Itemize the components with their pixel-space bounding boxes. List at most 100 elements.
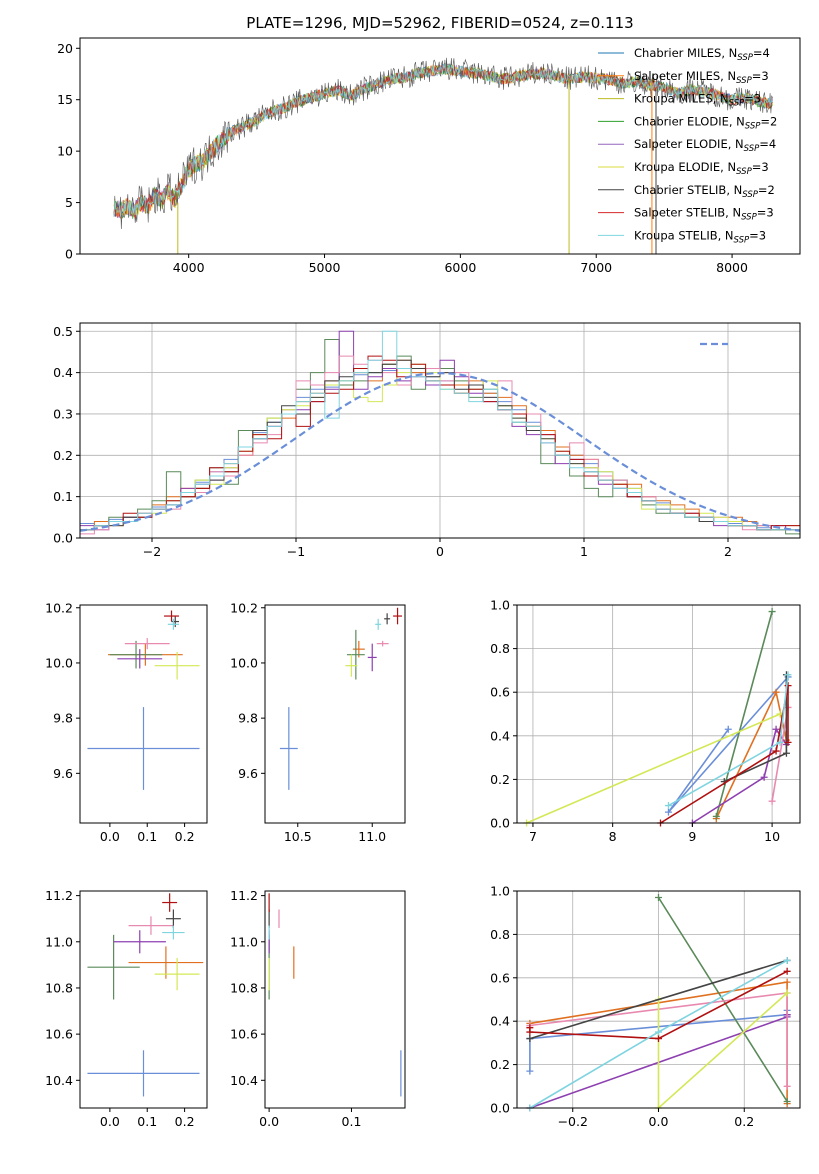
y-tick-label: 9.6 bbox=[53, 766, 73, 781]
weight-marker bbox=[783, 956, 791, 964]
legend-label-subscript: SSP bbox=[744, 144, 760, 154]
weight-marker bbox=[772, 747, 780, 755]
y-tick-label: 10.6 bbox=[230, 1027, 258, 1042]
axes-frame bbox=[79, 890, 208, 1109]
data-point bbox=[167, 618, 179, 630]
spectrum-line bbox=[113, 63, 773, 217]
legend-label-subscript: SSP bbox=[736, 167, 752, 177]
residual-histogram-panel: −2 −1 0 1 2 0.0 0.1 0.2 0.3 0.4 0.5 bbox=[53, 322, 801, 559]
x-tick-label: 11.0 bbox=[358, 829, 386, 844]
axes-frame bbox=[79, 37, 801, 255]
x-tick-label: 5000 bbox=[309, 260, 341, 275]
y-tick-label: 0.6 bbox=[490, 970, 510, 985]
y-tick-label: 1.0 bbox=[490, 598, 510, 613]
weight-line bbox=[715, 689, 788, 819]
legend-label: Salpeter STELIB, NSSP=3 bbox=[634, 206, 774, 223]
weight-marker bbox=[655, 1028, 662, 1036]
y-tick-label: 10.2 bbox=[230, 600, 258, 615]
weight-marker bbox=[783, 1097, 791, 1105]
y-tick-label: 10.2 bbox=[45, 600, 73, 615]
data-point bbox=[164, 610, 179, 622]
legend-label-suffix: =3 bbox=[752, 69, 769, 83]
legend-label: Salpeter MILES, NSSP=3 bbox=[634, 69, 769, 86]
x-tick-label: 0.1 bbox=[137, 829, 157, 844]
legend-label: Salpeter ELODIE, NSSP=4 bbox=[634, 137, 776, 154]
weight-marker bbox=[783, 978, 791, 986]
x-tick-label: 0.1 bbox=[137, 1114, 157, 1129]
data-point bbox=[113, 930, 166, 954]
x-tick-label: 10.5 bbox=[284, 829, 312, 844]
plot-area bbox=[523, 608, 792, 827]
y-tick-label: 0.8 bbox=[490, 641, 510, 656]
legend-label: Chabrier ELODIE, NSSP=2 bbox=[634, 114, 777, 131]
axes-frame bbox=[264, 604, 406, 824]
gaussian-curve bbox=[79, 371, 801, 532]
data-point bbox=[154, 957, 200, 991]
data-point bbox=[87, 934, 140, 1000]
y-tick-label: 0.0 bbox=[490, 816, 510, 831]
legend-label-suffix: =2 bbox=[758, 183, 775, 197]
plot-area bbox=[87, 610, 200, 790]
y-tick-label: 10.4 bbox=[45, 1073, 73, 1088]
legend-label-suffix: =4 bbox=[753, 46, 770, 60]
data-point bbox=[279, 707, 298, 790]
y-tick-label: 10.0 bbox=[45, 655, 73, 670]
data-point bbox=[393, 607, 403, 625]
x-tick-label: 2 bbox=[724, 544, 732, 559]
weight-marker bbox=[664, 802, 672, 810]
legend-label-name: Chabrier STELIB, N bbox=[634, 183, 742, 197]
age-vs-mass-panel: 10.5 11.0 9.6 9.8 10.0 10.2 bbox=[230, 600, 406, 844]
axes-frame bbox=[516, 604, 801, 824]
x-tick-label: −0.2 bbox=[558, 1114, 588, 1129]
weight-marker bbox=[526, 1035, 534, 1043]
weight-marker bbox=[712, 812, 720, 820]
weight-line bbox=[529, 959, 788, 1040]
weight-marker bbox=[768, 797, 776, 805]
weight-marker bbox=[784, 682, 792, 690]
y-tick-label: 0.0 bbox=[490, 1101, 510, 1116]
weight-marker bbox=[776, 738, 784, 746]
x-tick-label: 8 bbox=[609, 829, 617, 844]
x-tick-label: 0 bbox=[436, 544, 444, 559]
y-tick-label: 10.0 bbox=[230, 655, 258, 670]
legend-label-subscript: SSP bbox=[745, 121, 761, 131]
legend-label-suffix: =3 bbox=[749, 228, 766, 242]
chart-title: PLATE=1296, MJD=52962, FIBERID=0524, z=0… bbox=[246, 14, 633, 32]
data-point bbox=[165, 909, 181, 928]
y-tick-label: 0.5 bbox=[53, 324, 73, 339]
weight-vs-metallicity-panel: −0.2 0.0 0.2 0.0 0.2 0.4 0.6 0.8 1.0 bbox=[490, 884, 801, 1129]
legend-label-name: Kroupa ELODIE, N bbox=[634, 160, 736, 174]
y-tick-label: 10.8 bbox=[45, 980, 73, 995]
y-tick-label: 9.6 bbox=[238, 766, 258, 781]
x-tick-label: 0.2 bbox=[175, 829, 195, 844]
legend-label-name: Chabrier MILES, N bbox=[634, 46, 737, 60]
x-tick-label: 4000 bbox=[173, 260, 205, 275]
weight-marker bbox=[655, 894, 662, 902]
legend-label: Kroupa STELIB, NSSP=3 bbox=[634, 228, 766, 245]
data-point bbox=[367, 643, 377, 672]
x-tick-label: 6000 bbox=[444, 260, 476, 275]
legend-label-suffix: =3 bbox=[744, 92, 761, 106]
weight-line bbox=[657, 897, 788, 1102]
y-tick-label: 11.2 bbox=[230, 888, 258, 903]
legend-label-subscript: SSP bbox=[736, 76, 752, 86]
legend-label-suffix: =4 bbox=[759, 137, 776, 151]
legend-label-subscript: SSP bbox=[734, 235, 750, 245]
y-tick-label: 0.0 bbox=[53, 531, 73, 546]
weight-marker bbox=[784, 738, 792, 746]
data-point bbox=[345, 654, 358, 677]
y-tick-label: 0 bbox=[65, 247, 73, 262]
legend-label-suffix: =3 bbox=[752, 160, 769, 174]
y-tick-label: 20 bbox=[57, 41, 73, 56]
y-tick-label: 0.8 bbox=[490, 927, 510, 942]
legend-label-subscript: SSP bbox=[737, 53, 753, 63]
data-point bbox=[87, 707, 200, 790]
axes-frame bbox=[79, 322, 801, 539]
plot-area bbox=[279, 607, 403, 790]
data-point bbox=[375, 618, 382, 630]
weight-marker bbox=[768, 608, 776, 616]
axes-frame bbox=[516, 890, 801, 1109]
y-tick-label: 0.2 bbox=[490, 772, 510, 787]
weight-line bbox=[526, 713, 781, 824]
data-point bbox=[162, 925, 185, 940]
